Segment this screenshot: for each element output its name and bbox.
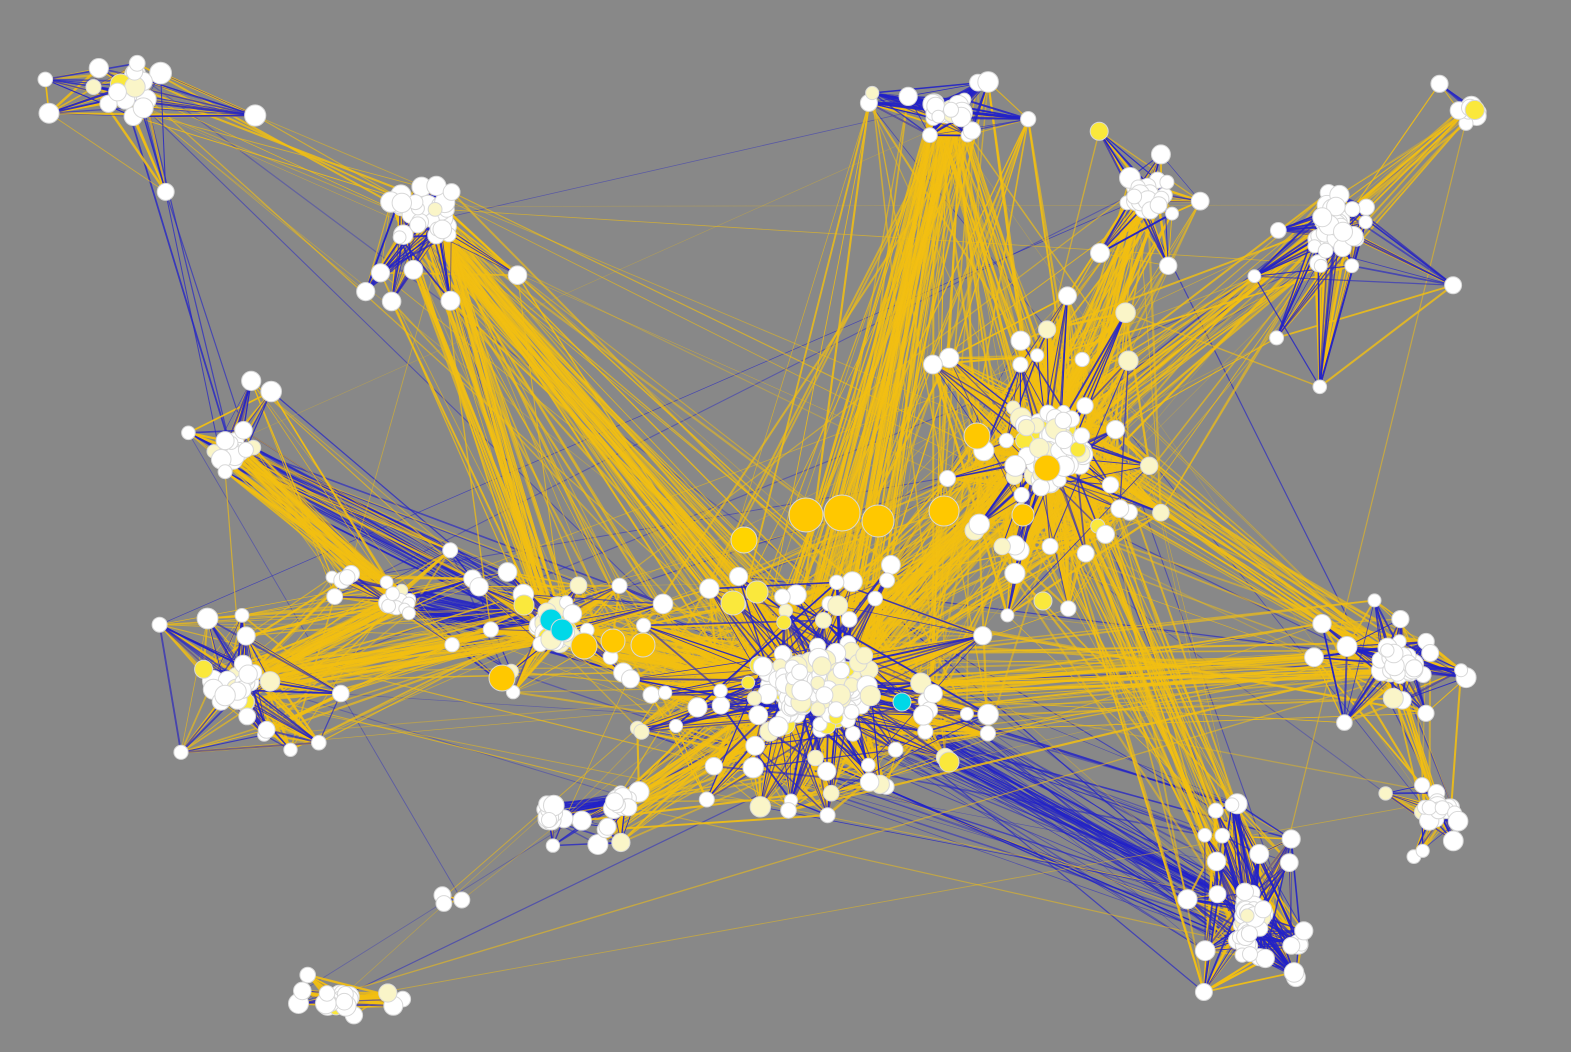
blue-edge — [224, 439, 664, 605]
blue-edge — [852, 733, 1255, 918]
gold-edge — [188, 390, 272, 434]
gold-edge — [1313, 657, 1345, 723]
gold-edge — [408, 549, 452, 614]
gold-edge — [1006, 511, 1162, 617]
blue-edge — [270, 391, 545, 624]
gold-edge — [180, 618, 208, 753]
gold-edge — [48, 112, 166, 193]
gold-edge — [365, 201, 392, 292]
gold-edge — [180, 701, 246, 753]
gold-edge — [1203, 944, 1292, 994]
gold-edge — [1319, 284, 1454, 388]
blue-edge — [302, 682, 794, 992]
gold-edge — [48, 67, 100, 115]
gold-edge — [380, 271, 518, 277]
blue-edge — [869, 781, 1238, 941]
blue-edge — [165, 191, 245, 431]
gold-edge — [401, 549, 451, 592]
blue-edge — [250, 682, 630, 799]
gold-edge — [1157, 204, 1170, 266]
blue-edge — [134, 71, 1254, 907]
gold-edge — [1203, 971, 1295, 993]
blue-edge — [119, 84, 232, 450]
gold-edge — [1098, 130, 1201, 202]
blue-edge — [145, 99, 232, 449]
gold-edge — [512, 641, 557, 693]
